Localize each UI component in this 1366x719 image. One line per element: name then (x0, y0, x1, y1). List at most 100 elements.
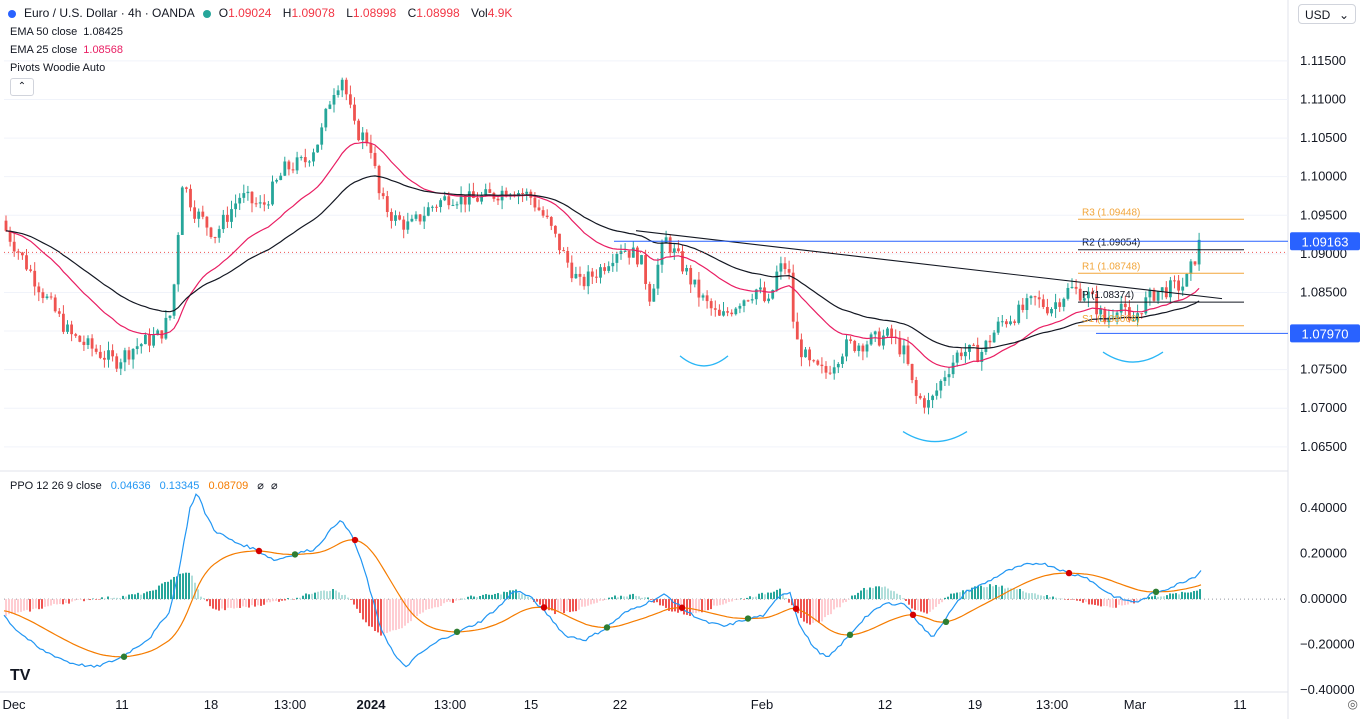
ppo-histogram-bar (269, 599, 271, 603)
ppo-histogram-bar (521, 594, 523, 600)
ppo-histogram-bar (752, 597, 754, 600)
candle-body (41, 292, 45, 299)
ohlc-high-value: 1.09078 (291, 6, 335, 20)
ppo-histogram-bar (911, 599, 913, 609)
ppo-histogram-bar (506, 592, 508, 600)
candle-body (898, 337, 902, 355)
ppo-histogram-bar (146, 591, 148, 600)
ppo-histogram-bar (299, 597, 301, 600)
ppo-histogram-bar (410, 599, 412, 622)
ppo-histogram-bar (500, 594, 502, 600)
ppo-value: 0.04636 (110, 480, 151, 492)
ppo-histogram-bar (191, 575, 193, 600)
ppo-histogram-bar (380, 599, 382, 636)
ppo-histogram-bar (572, 599, 574, 612)
candle-body (496, 198, 500, 201)
tradingview-logo[interactable]: TV (10, 667, 31, 684)
indicator-ema50[interactable]: EMA 50 close 1.08425 (10, 26, 123, 38)
ppo-crossover-dot (1065, 569, 1073, 577)
candle-body (693, 279, 697, 285)
ppo-pane[interactable] (3, 493, 1288, 668)
candle-body (763, 287, 766, 302)
ppo-histogram-bar (863, 587, 865, 600)
candle-body (279, 175, 283, 181)
candle-body (205, 216, 209, 228)
ppo-histogram-bar (455, 599, 457, 601)
candle-body (66, 324, 69, 332)
candle-body (1197, 239, 1201, 265)
ppo-histogram-bar (974, 586, 976, 600)
currency-select[interactable]: USD ⌄ (1298, 4, 1356, 24)
ppo-histogram-bar (698, 599, 700, 613)
ppo-histogram-bar (950, 593, 952, 600)
ppo-histogram-bar (416, 599, 418, 617)
candle-body (984, 340, 988, 352)
price-pane[interactable]: R3 (1.09448) R2 (1.09054) R1 (1.08748) P (1… (4, 77, 1288, 443)
settings-icon[interactable]: ◎ (1347, 697, 1358, 711)
ppo-histogram-bar (32, 599, 34, 610)
ppo-histogram-bar (452, 599, 454, 603)
candle-body (98, 351, 102, 358)
indicator-ema25[interactable]: EMA 25 close 1.08568 (10, 44, 123, 56)
ppo-histogram-bar (629, 594, 631, 600)
ema50-line (5, 175, 1200, 350)
candle-body (295, 157, 299, 171)
ppo-histogram-bar (1091, 599, 1093, 605)
symbol-title[interactable]: Euro / U.S. Dollar · 4h · OANDA (24, 6, 195, 20)
ppo-histogram-bar (644, 597, 646, 600)
ppo-histogram-bar (134, 594, 136, 600)
ppo-histogram-bar (821, 599, 823, 622)
ppo-histogram-bar (902, 598, 904, 600)
time-tick-label: 22 (613, 697, 627, 712)
ppo-histogram-bar (701, 599, 703, 613)
ppo-histogram-bar (1079, 599, 1081, 602)
candle-body (849, 339, 852, 341)
candle-body (123, 350, 127, 363)
ppo-histogram-bar (476, 597, 478, 600)
ppo-histogram-bar (1019, 588, 1021, 600)
candle-body (1123, 303, 1127, 308)
candle-body (701, 295, 705, 298)
collapse-indicators-button[interactable]: ⌃ (10, 78, 34, 96)
candle-body (549, 217, 553, 226)
candle-body (283, 161, 287, 176)
ppo-histogram-bar (272, 599, 274, 602)
ppo-histogram-bar (482, 594, 484, 600)
ppo-histogram-bar (428, 599, 430, 610)
ppo-histogram-bar (914, 599, 916, 610)
ppo-histogram-bar (401, 599, 403, 629)
ppo-histogram-bar (1070, 599, 1072, 600)
candle-body (832, 367, 836, 374)
ppo-histogram-bar (413, 599, 415, 617)
ppo-histogram-bar (287, 598, 289, 600)
ppo-histogram-bar (221, 599, 223, 609)
indicator-pivots[interactable]: Pivots Woodie Auto (10, 62, 105, 74)
ppo-histogram-bar (158, 585, 160, 600)
candle-body (902, 345, 906, 355)
ppo-legend[interactable]: PPO 12 26 9 close 0.04636 0.13345 0.0870… (10, 479, 278, 492)
ppo-histogram-bar (941, 599, 943, 603)
ppo-histogram-bar (959, 592, 961, 600)
ppo-histogram-bar (77, 599, 79, 600)
ppo-histogram-bar (989, 584, 991, 600)
ppo-histogram-bar (767, 592, 769, 600)
ppo-tick-label: 0.40000 (1300, 500, 1347, 515)
candle-body (1156, 291, 1160, 301)
candle-body (242, 193, 246, 198)
ppo-histogram-bar (1022, 591, 1024, 600)
ppo-histogram-bar (467, 596, 469, 600)
candle-body (1054, 302, 1057, 309)
chevron-up-icon: ⌃ (17, 81, 27, 92)
ppo-histogram-bar (1157, 596, 1159, 600)
ppo-histogram-bar (182, 573, 184, 600)
candle-body (935, 390, 939, 396)
ppo-histogram-bar (59, 599, 61, 605)
candle-body (414, 214, 418, 219)
candle-body (955, 352, 959, 363)
pivot-label: R3 (1.09448) (1082, 207, 1140, 218)
candle-body (312, 152, 315, 162)
candle-body (619, 251, 623, 255)
candle-body (254, 203, 258, 205)
ppo-histogram-bar (422, 599, 424, 613)
